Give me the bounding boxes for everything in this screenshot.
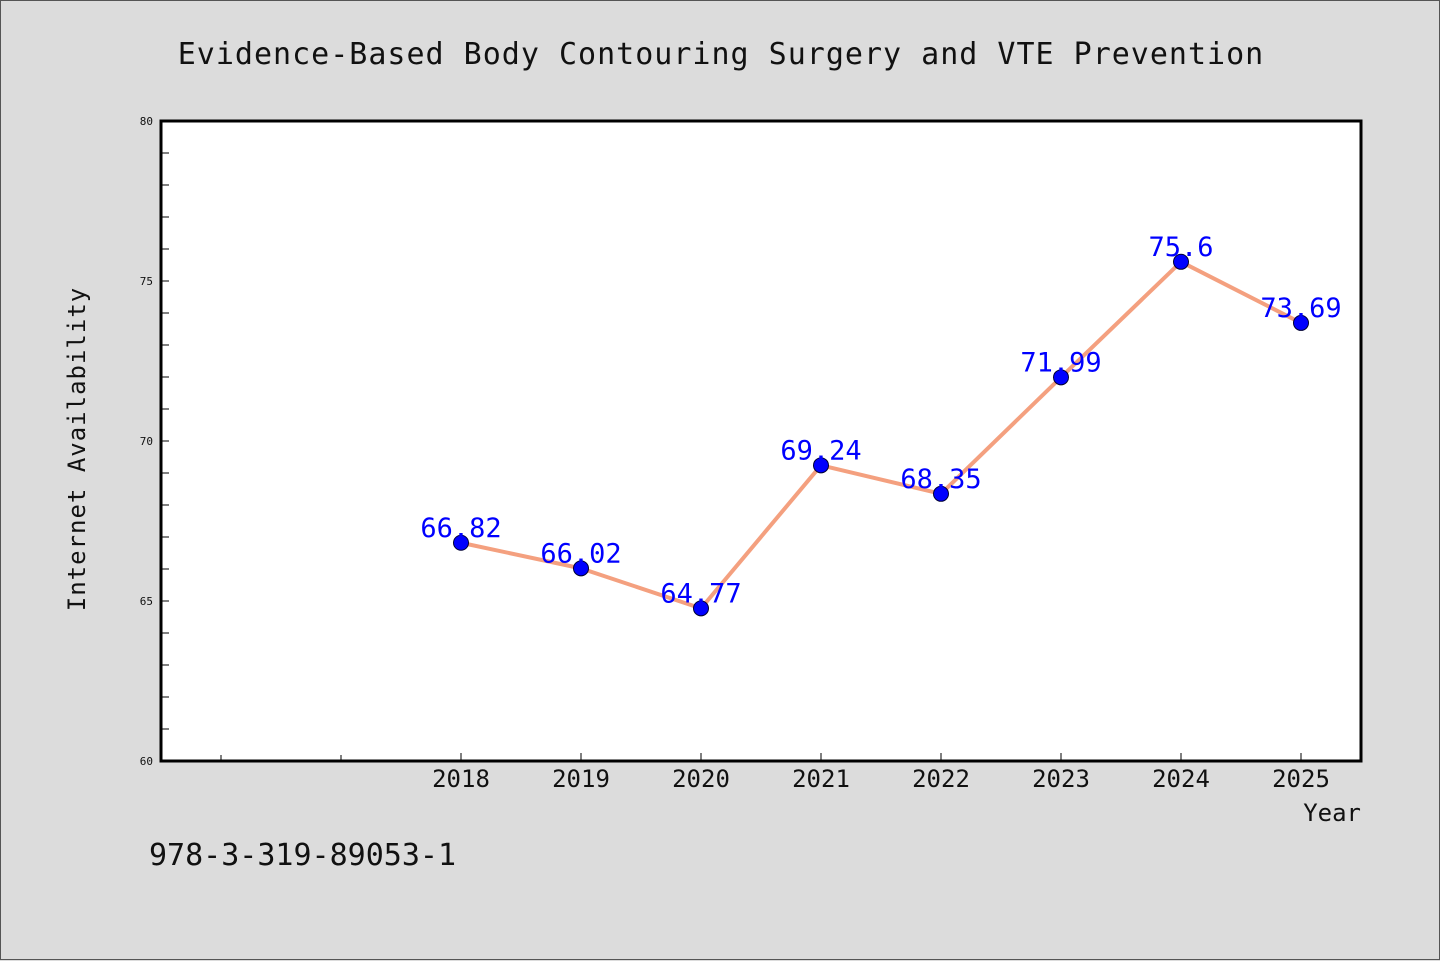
y-minor-ticks <box>161 152 169 730</box>
series-line <box>460 259 1302 611</box>
y-tick-label: 80 <box>140 115 153 128</box>
y-axis-label: Internet Availability <box>63 287 91 611</box>
data-label: 75.6 <box>1148 232 1213 263</box>
data-markers <box>453 253 1309 617</box>
data-label: 64.77 <box>660 578 741 609</box>
y-axis-ticks: 60 65 70 75 80 <box>140 115 169 768</box>
x-tick-label: 2022 <box>912 765 970 793</box>
data-point <box>1053 369 1069 386</box>
data-label: 68.35 <box>900 464 981 495</box>
x-tick-label: 2018 <box>432 765 490 793</box>
y-tick-label: 75 <box>140 275 153 288</box>
data-label: 73.69 <box>1260 293 1341 324</box>
plot-area <box>159 119 1363 763</box>
series-line-group <box>460 259 1302 611</box>
y-tick-label: 65 <box>140 595 153 608</box>
data-label: 69.24 <box>780 435 861 466</box>
data-label: 66.02 <box>540 538 621 569</box>
data-point <box>693 600 709 617</box>
chart-title: Evidence-Based Body Contouring Surgery a… <box>178 37 1265 72</box>
y-tick-label: 70 <box>140 435 153 448</box>
data-point <box>813 457 829 474</box>
x-axis-ticks: 2018 2019 2020 2021 2022 2023 2024 2025 <box>220 753 1330 793</box>
data-label: 71.99 <box>1020 347 1101 378</box>
x-tick-label: 2024 <box>1152 765 1210 793</box>
footer-isbn: 978-3-319-89053-1 <box>149 838 456 873</box>
y-tick-label: 60 <box>140 755 153 768</box>
x-tick-label: 2025 <box>1272 765 1330 793</box>
x-tick-label: 2021 <box>792 765 850 793</box>
x-tick-label: 2019 <box>552 765 610 793</box>
data-point <box>933 485 949 502</box>
data-point <box>1293 314 1309 331</box>
data-point <box>453 534 469 551</box>
data-point <box>573 560 589 577</box>
data-label: 66.82 <box>420 513 501 544</box>
x-tick-label: 2020 <box>672 765 730 793</box>
data-point <box>1173 253 1189 270</box>
x-tick-label: 2023 <box>1032 765 1090 793</box>
data-labels: 66.82 66.02 64.77 69.24 68.35 71.99 75.6 73.69 <box>420 232 1341 610</box>
x-axis-label: Year <box>1303 799 1361 827</box>
